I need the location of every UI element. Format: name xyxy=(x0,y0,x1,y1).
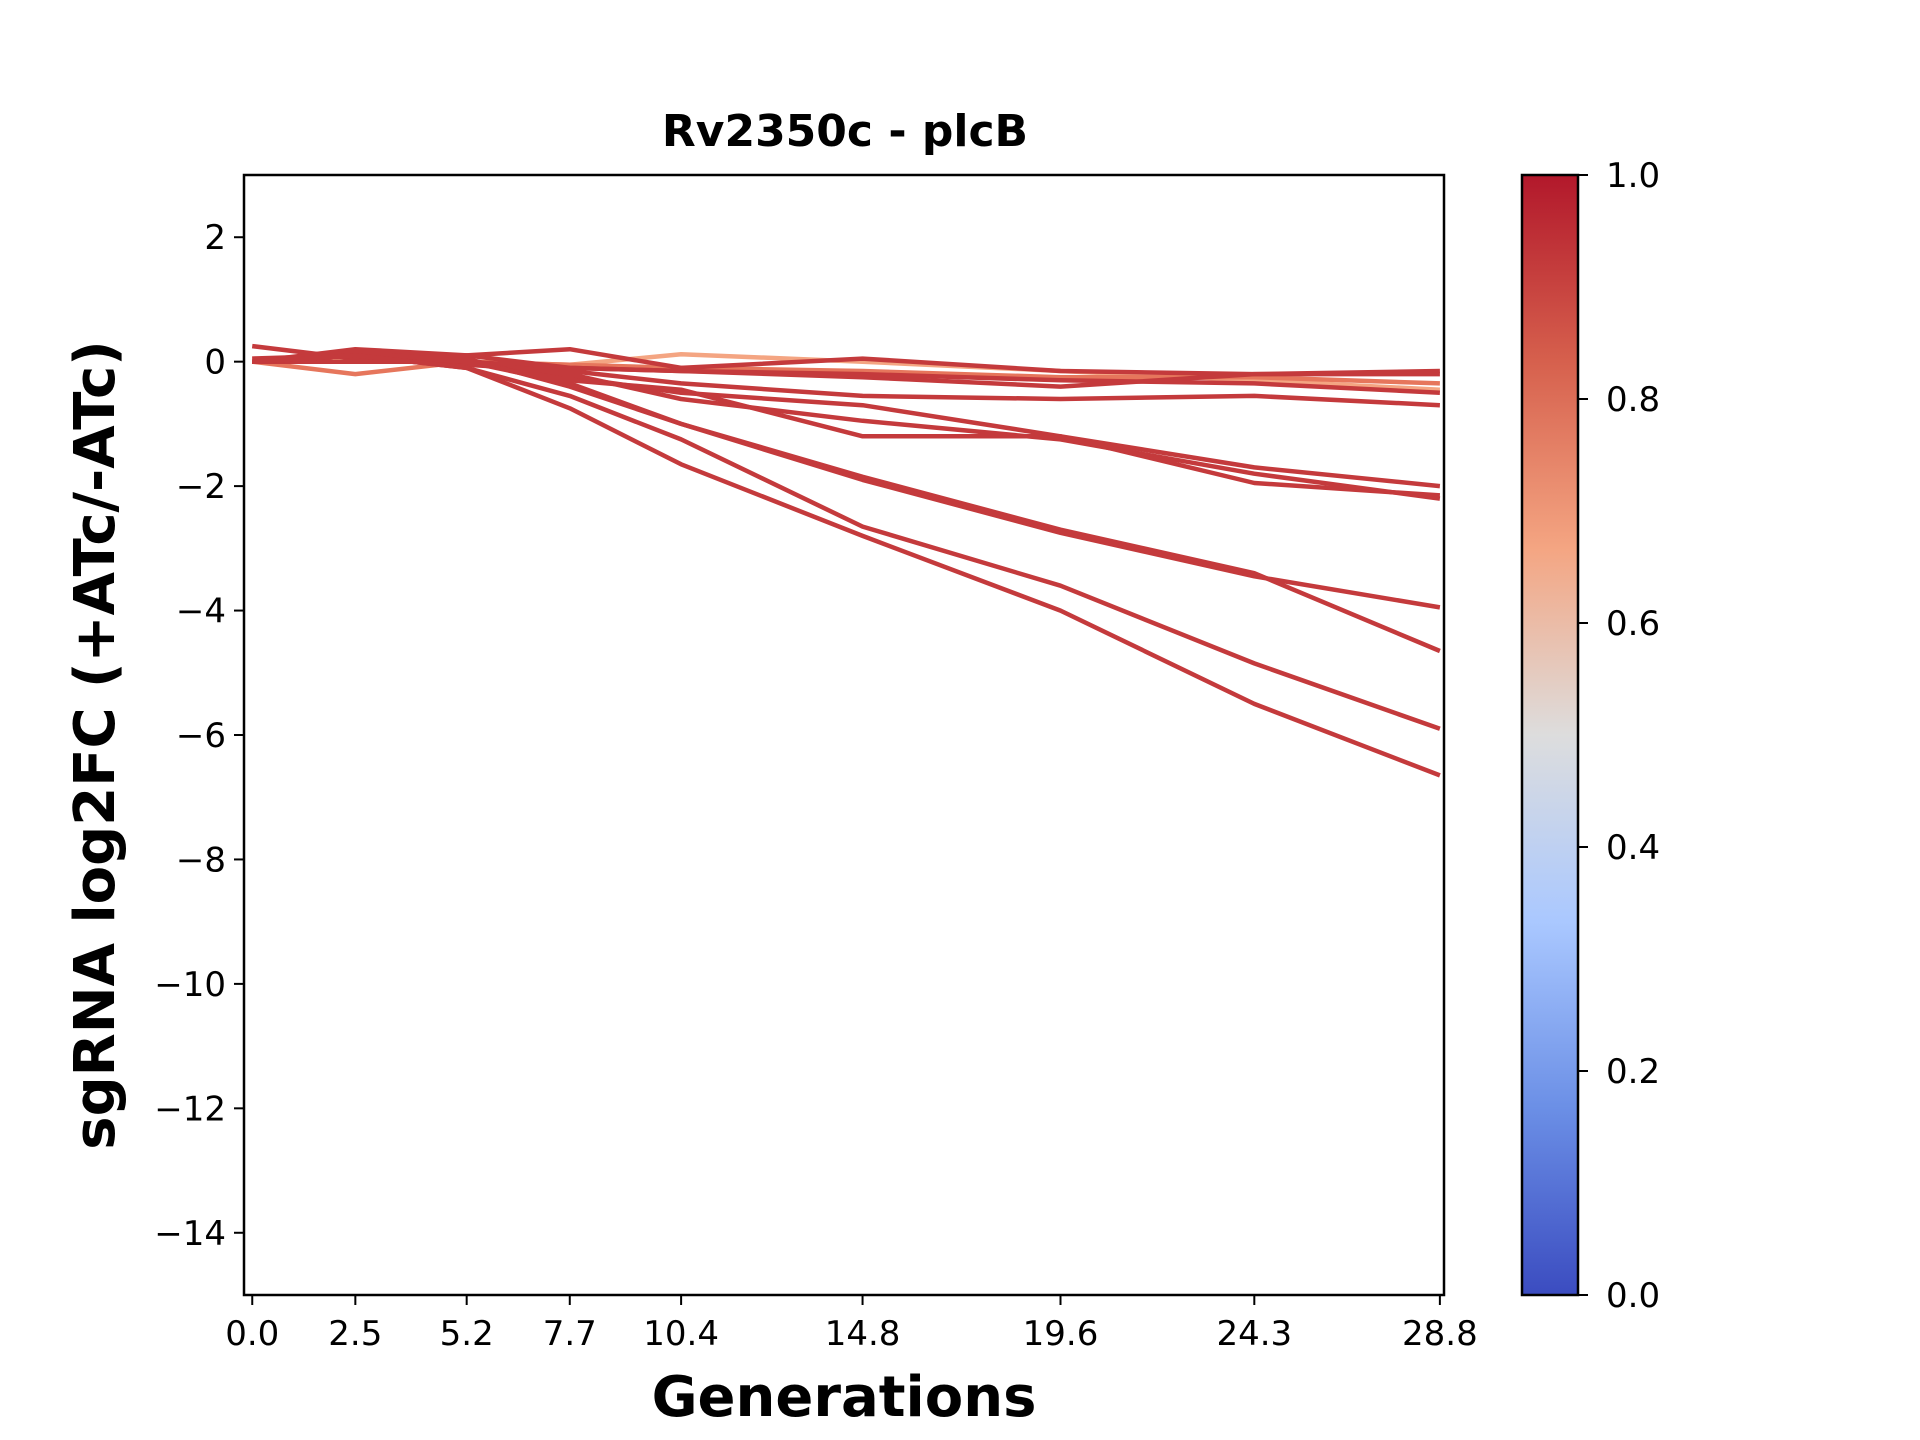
x-tick-label: 7.7 xyxy=(543,1314,597,1354)
x-tick-label: 24.3 xyxy=(1216,1314,1292,1354)
colorbar xyxy=(1520,173,1580,1297)
plot-frame xyxy=(242,173,1446,1297)
y-tick-label: −10 xyxy=(154,965,226,1005)
colorbar-tick-label: 1.0 xyxy=(1606,156,1660,196)
y-axis-label: sgRNA log2FC (+ATc/-ATc) xyxy=(63,340,128,1150)
x-axis-label: Generations xyxy=(652,1365,1037,1430)
series-line-12 xyxy=(252,353,1441,731)
x-tick-label: 5.2 xyxy=(440,1314,494,1354)
y-tick-label: −4 xyxy=(176,592,226,632)
x-axis: 0.0 2.5 5.2 7.7 10.4 14.8 19.6 24.3 28.8 xyxy=(225,1295,1478,1354)
x-tick-label: 19.6 xyxy=(1023,1314,1099,1354)
y-tick-label: −6 xyxy=(176,716,226,756)
y-tick-label: 0 xyxy=(204,343,226,383)
y-tick-label: −2 xyxy=(176,467,226,507)
series-line-11 xyxy=(251,350,1441,610)
colorbar-tick-label: 0.4 xyxy=(1606,828,1660,868)
y-tick-label: −14 xyxy=(154,1214,226,1254)
series-line-13 xyxy=(252,353,1441,778)
x-tick-label: 0.0 xyxy=(225,1314,279,1354)
series-layer xyxy=(251,343,1441,778)
x-tick-label: 10.4 xyxy=(643,1314,719,1354)
x-tick-label: 14.8 xyxy=(825,1314,901,1354)
y-axis: 2 0 −2 −4 −6 −8 −10 −12 −14 xyxy=(154,218,244,1254)
y-tick-label: 2 xyxy=(204,218,226,258)
chart-title: Rv2350c - plcB xyxy=(662,106,1028,157)
y-tick-label: −12 xyxy=(154,1089,226,1129)
x-tick-label: 28.8 xyxy=(1402,1314,1478,1354)
series-line-10 xyxy=(252,353,1441,654)
x-tick-label: 2.5 xyxy=(328,1314,382,1354)
y-tick-label: −8 xyxy=(176,840,226,880)
colorbar-axis: 1.0 0.8 0.6 0.4 0.2 0.0 xyxy=(1578,156,1660,1316)
colorbar-tick-label: 0.2 xyxy=(1606,1052,1660,1092)
colorbar-tick-label: 0.0 xyxy=(1606,1276,1660,1316)
colorbar-tick-label: 0.6 xyxy=(1606,604,1660,644)
colorbar-tick-label: 0.8 xyxy=(1606,380,1660,420)
